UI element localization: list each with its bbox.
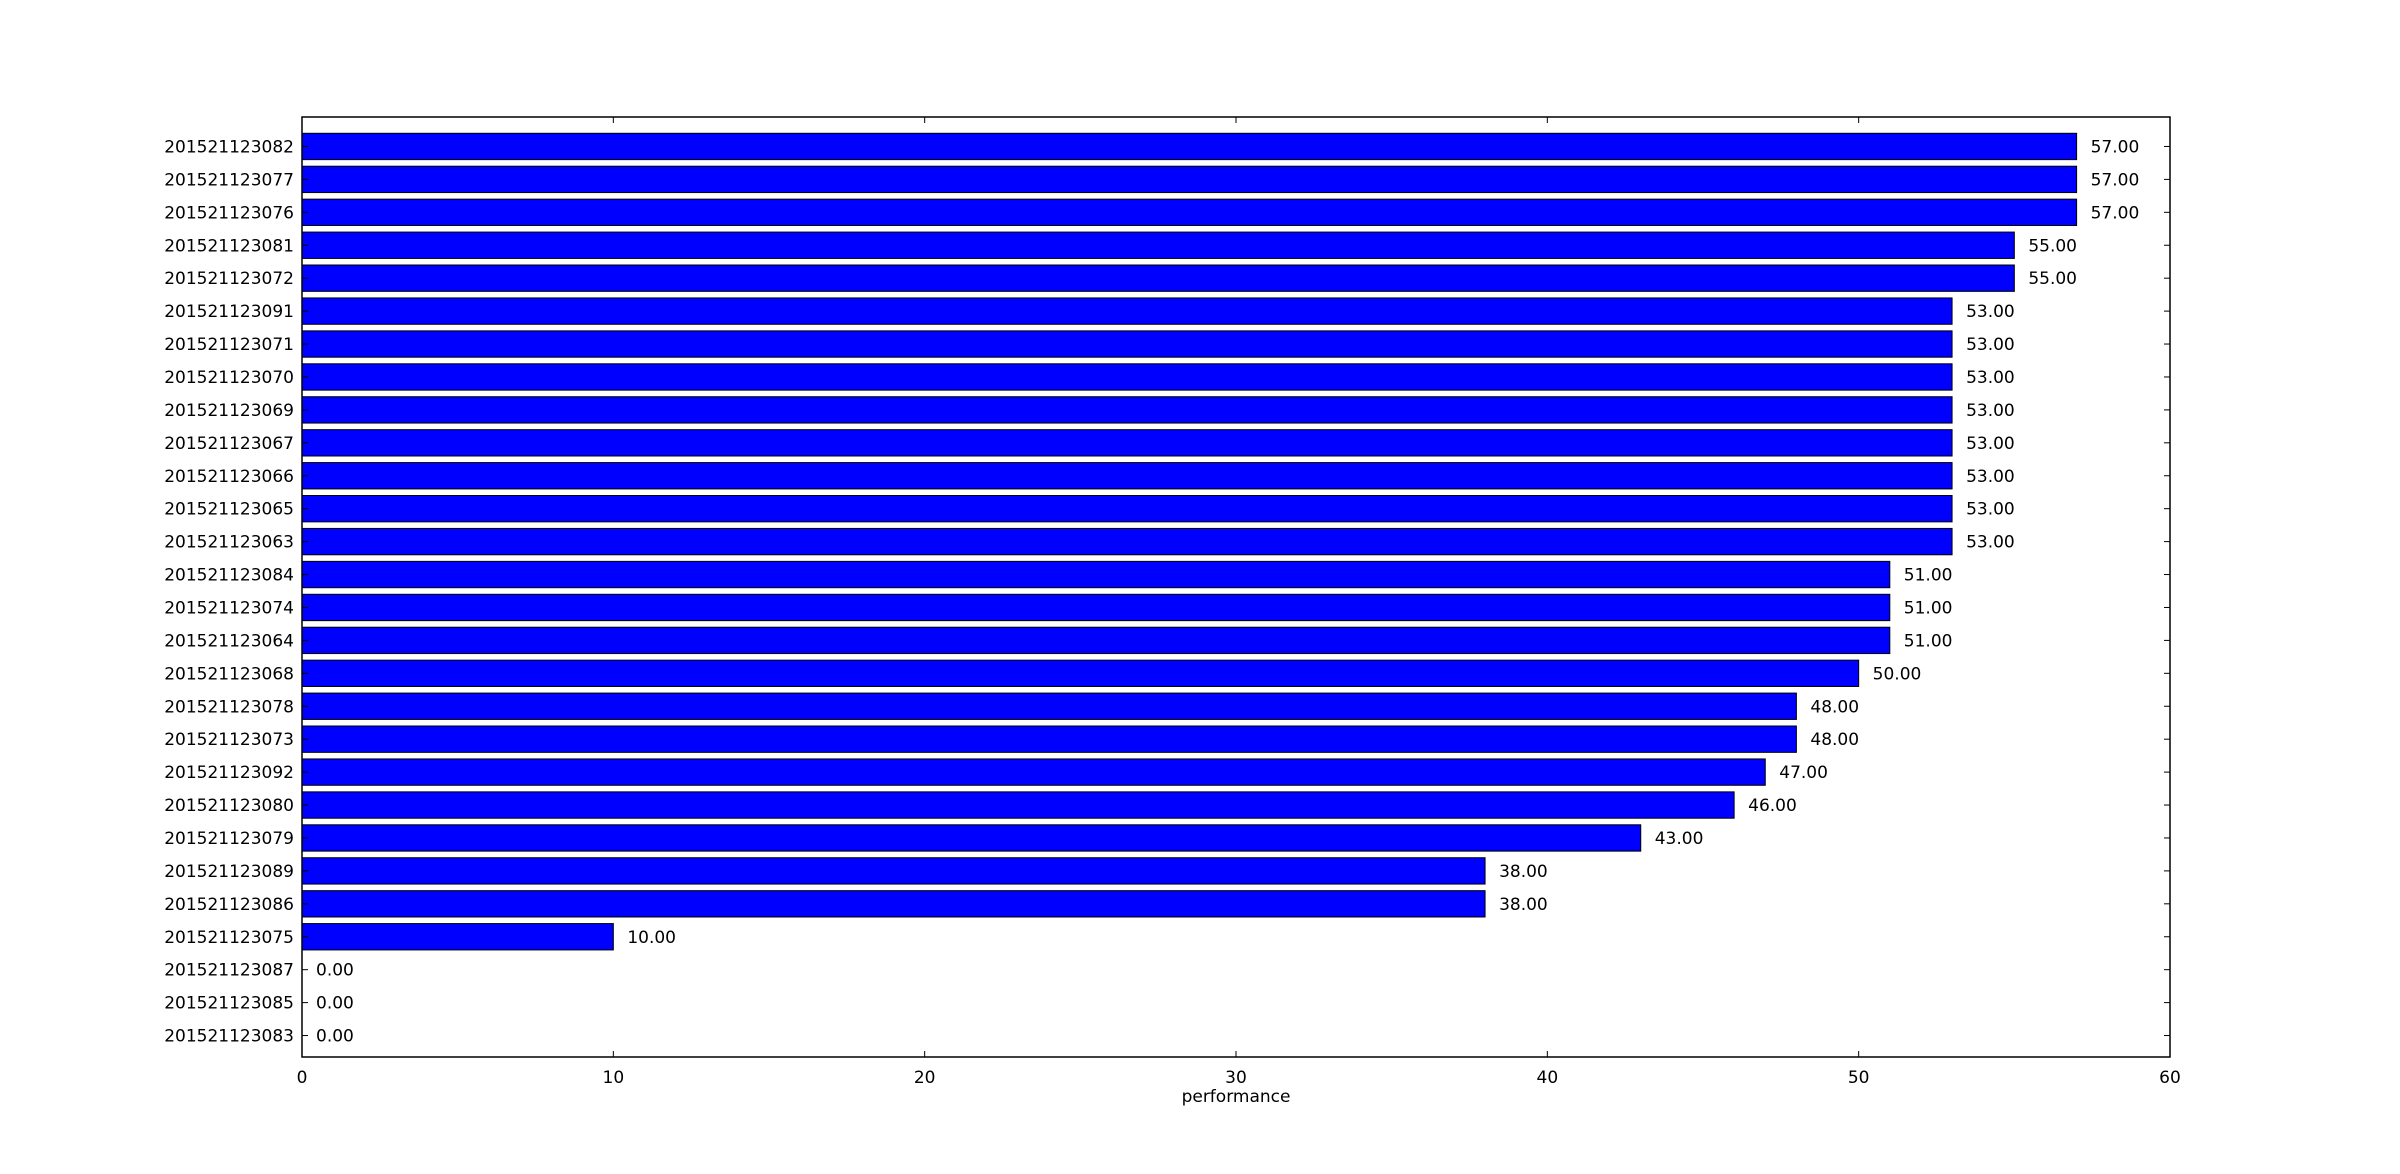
bar-201521123077 (301, 165, 2078, 194)
bar-201521123092 (301, 758, 1766, 786)
bar-201521123080 (301, 791, 1735, 819)
y-tick-label-201521123072: 201521123072 (164, 269, 294, 289)
value-label-201521123091: 53.00 (1966, 302, 2015, 322)
y-tick-label-201521123079: 201521123079 (164, 829, 294, 849)
bar-201521123082 (301, 132, 2078, 161)
value-label-201521123064: 51.00 (1904, 631, 1953, 651)
bar-201521123064 (301, 626, 1891, 655)
bar-201521123073 (301, 725, 1797, 753)
y-tick-label-201521123070: 201521123070 (164, 368, 294, 388)
bar-201521123069 (301, 396, 1953, 424)
bar-201521123091 (301, 297, 1953, 325)
value-label-201521123073: 48.00 (1810, 730, 1859, 750)
y-tick-label-201521123078: 201521123078 (164, 697, 294, 717)
value-label-201521123077: 57.00 (2091, 170, 2140, 190)
value-label-201521123082: 57.00 (2091, 137, 2140, 157)
value-label-201521123063: 53.00 (1966, 533, 2015, 553)
value-label-201521123076: 57.00 (2091, 203, 2140, 223)
y-tick-label-201521123086: 201521123086 (164, 895, 294, 915)
y-tick-label-201521123092: 201521123092 (164, 763, 294, 783)
y-tick-label-201521123087: 201521123087 (164, 961, 294, 981)
x-tick-label-30: 30 (1225, 1068, 1247, 1088)
x-tick-label-50: 50 (1848, 1068, 1870, 1088)
value-label-201521123068: 50.00 (1873, 664, 1922, 684)
bar-201521123078 (301, 692, 1797, 720)
y-tick-label-201521123091: 201521123091 (164, 302, 294, 322)
bar-201521123072 (301, 264, 2015, 292)
y-tick-label-201521123089: 201521123089 (164, 862, 294, 882)
value-label-201521123078: 48.00 (1810, 697, 1859, 717)
x-tick-label-0: 0 (297, 1068, 308, 1088)
bar-201521123066 (301, 462, 1953, 490)
y-tick-label-201521123085: 201521123085 (164, 994, 294, 1014)
value-label-201521123086: 38.00 (1499, 895, 1548, 915)
y-tick-label-201521123077: 201521123077 (164, 170, 294, 190)
value-label-201521123080: 46.00 (1748, 796, 1797, 816)
value-label-201521123087: 0.00 (316, 961, 354, 981)
y-tick-label-201521123073: 201521123073 (164, 730, 294, 750)
bar-201521123089 (301, 857, 1486, 885)
bar-201521123065 (301, 495, 1953, 523)
y-tick-label-201521123076: 201521123076 (164, 203, 294, 223)
bar-201521123076 (301, 198, 2078, 226)
y-tick-label-201521123082: 201521123082 (164, 137, 294, 157)
y-tick-label-201521123071: 201521123071 (164, 335, 294, 355)
bar-201521123070 (301, 363, 1953, 391)
value-label-201521123069: 53.00 (1966, 401, 2015, 421)
y-tick-label-201521123066: 201521123066 (164, 467, 294, 487)
y-tick-label-201521123080: 201521123080 (164, 796, 294, 816)
value-label-201521123066: 53.00 (1966, 467, 2015, 487)
value-label-201521123081: 55.00 (2028, 236, 2077, 256)
y-tick-label-201521123083: 201521123083 (164, 1027, 294, 1047)
x-tick-label-40: 40 (1537, 1068, 1559, 1088)
value-label-201521123067: 53.00 (1966, 434, 2015, 454)
y-tick-label-201521123064: 201521123064 (164, 631, 294, 651)
value-label-201521123071: 53.00 (1966, 335, 2015, 355)
y-tick-label-201521123081: 201521123081 (164, 236, 294, 256)
value-label-201521123074: 51.00 (1904, 598, 1953, 618)
y-axis-ticks: 201521123082 201521123077 201521123076 2015… (164, 137, 2170, 1047)
y-tick-label-201521123075: 201521123075 (164, 928, 294, 948)
value-label-201521123092: 47.00 (1779, 763, 1828, 783)
bar-201521123063 (301, 527, 1953, 556)
x-axis-ticks: 0 10 20 30 40 50 60 (297, 117, 2181, 1088)
x-tick-label-10: 10 (603, 1068, 625, 1088)
x-axis-label: performance (1182, 1087, 1291, 1107)
y-tick-label-201521123065: 201521123065 (164, 500, 294, 520)
bar-201521123067 (301, 429, 1953, 457)
bar-201521123075 (301, 923, 614, 951)
x-tick-label-60: 60 (2159, 1068, 2181, 1088)
value-label-201521123075: 10.00 (627, 928, 676, 948)
bar-201521123086 (301, 890, 1486, 918)
value-label-201521123089: 38.00 (1499, 862, 1548, 882)
value-label-201521123083: 0.00 (316, 1027, 354, 1047)
value-label-201521123065: 53.00 (1966, 500, 2015, 520)
bar-201521123068 (301, 659, 1860, 687)
bars-layer (301, 132, 2078, 951)
value-label-201521123072: 55.00 (2028, 269, 2077, 289)
y-tick-label-201521123069: 201521123069 (164, 401, 294, 421)
value-label-201521123070: 53.00 (1966, 368, 2015, 388)
y-tick-label-201521123074: 201521123074 (164, 598, 294, 618)
y-tick-label-201521123084: 201521123084 (164, 566, 294, 586)
value-label-201521123079: 43.00 (1655, 829, 1704, 849)
value-label-201521123084: 51.00 (1904, 566, 1953, 586)
y-tick-label-201521123068: 201521123068 (164, 664, 294, 684)
bar-201521123071 (301, 330, 1953, 358)
value-labels-layer: 57.00 57.00 57.00 55.00 55.00 53.00 53.00 53.00… (316, 137, 2139, 1046)
bar-201521123074 (301, 593, 1891, 622)
plot-frame (301, 116, 2171, 1058)
bar-201521123081 (301, 231, 2015, 259)
bar-201521123079 (301, 824, 1642, 852)
y-tick-label-201521123063: 201521123063 (164, 533, 294, 553)
bar-201521123084 (301, 560, 1891, 589)
y-tick-label-201521123067: 201521123067 (164, 434, 294, 454)
value-label-201521123085: 0.00 (316, 994, 354, 1014)
x-tick-label-20: 20 (914, 1068, 936, 1088)
